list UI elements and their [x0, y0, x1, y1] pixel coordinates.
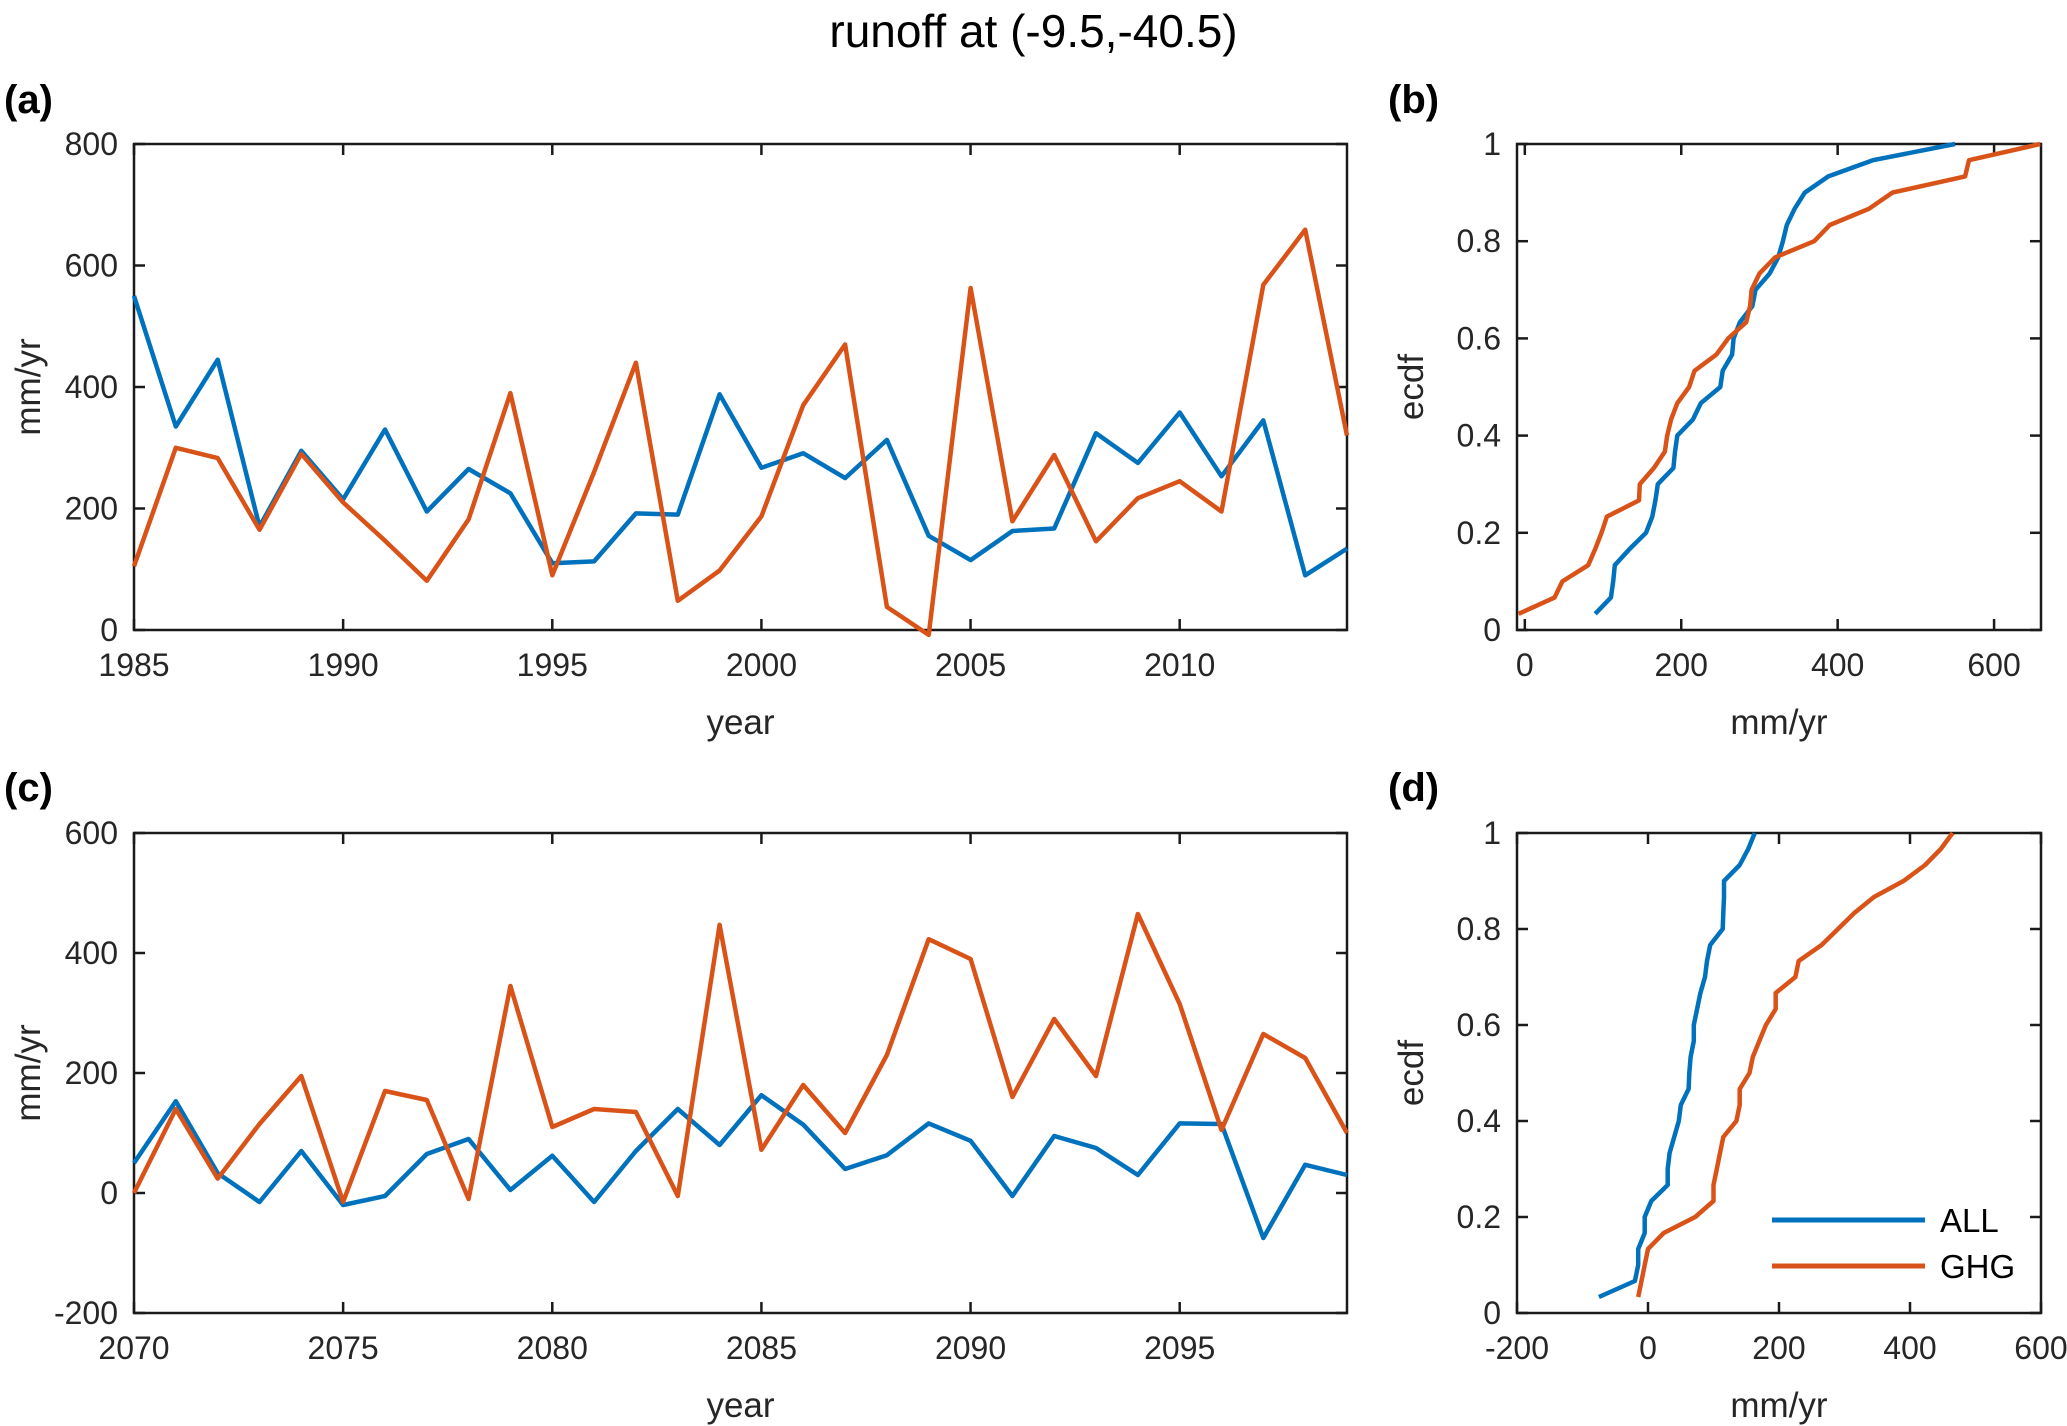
x-tick-label: 400 [1883, 1330, 1936, 1366]
x-tick-label: 2000 [726, 647, 797, 683]
axes-box [1515, 142, 2043, 632]
y-tick-label: 400 [65, 369, 118, 405]
y-tick-label: -200 [54, 1295, 118, 1331]
y-axis-label: ecdf [1392, 1040, 1431, 1106]
panel-b-group: 0 200 400 600 0 0.2 0.4 0.6 0.8 1 mm/yr ecdf [1392, 126, 2043, 742]
x-tick-label: 1995 [517, 647, 588, 683]
series-ALL-line [1597, 832, 1757, 1300]
x-tick-label: 0 [1639, 1330, 1657, 1366]
x-tick-label: 200 [1752, 1330, 1805, 1366]
y-tick-label: 600 [65, 815, 118, 851]
y-tick-label: 0.6 [1457, 1007, 1501, 1043]
y-tick-label: 0.8 [1457, 223, 1501, 259]
y-axis-label: mm/yr [9, 1024, 48, 1122]
x-axis-label: year [706, 703, 774, 742]
y-tick-label: 600 [65, 248, 118, 284]
x-axis-label: mm/yr [1730, 703, 1828, 742]
x-tick-label: 1990 [308, 647, 379, 683]
panel-c-group: 2070 2075 2080 2085 2090 2095 -200 0 200 400 600 ye… [9, 815, 1349, 1425]
y-axis-label: ecdf [1392, 354, 1431, 420]
legend-label-GHG: GHG [1940, 1248, 2015, 1285]
series-ALL-line [132, 1092, 1348, 1241]
panel-d-group: -200 0 200 400 60000.20.40.60.81mm/yrecdfALL… [1392, 815, 2067, 1425]
legend-label-ALL: ALL [1940, 1202, 1999, 1239]
x-axis-label: mm/yr [1730, 1386, 1828, 1425]
y-tick-label: 0 [1483, 612, 1501, 648]
panel-a-letter: (a) [4, 78, 53, 122]
x-tick-label: -200 [1485, 1330, 1549, 1366]
x-tick-label: 2095 [1144, 1330, 1215, 1366]
axes-box [132, 831, 1349, 1315]
series-GHG-line [1635, 831, 1955, 1298]
x-tick-label: 600 [2014, 1330, 2067, 1366]
series-ALL-line [131, 295, 1349, 578]
x-tick-label: 2075 [308, 1330, 379, 1366]
series-GHG-line [1517, 141, 2041, 616]
x-axis-label: year [706, 1386, 774, 1425]
y-tick-label: 0.4 [1457, 1103, 1501, 1139]
y-tick-label: 0.2 [1457, 1199, 1501, 1235]
series-ALL-line [1593, 141, 1956, 616]
y-axis-label: mm/yr [9, 338, 48, 436]
y-tick-label: 200 [65, 1055, 118, 1091]
x-tick-label: 600 [1967, 647, 2020, 683]
x-tick-label: 2010 [1144, 647, 1215, 683]
x-tick-label: 200 [1655, 647, 1708, 683]
x-tick-label: 2005 [935, 647, 1006, 683]
y-tick-label: 0.8 [1457, 911, 1501, 947]
figure-title: runoff at (-9.5,-40.5) [829, 5, 1238, 57]
y-tick-label: 0.2 [1457, 515, 1501, 551]
y-tick-label: 0.6 [1457, 320, 1501, 356]
x-tick-label: 0 [1516, 647, 1534, 683]
panel-b-letter: (b) [1388, 78, 1440, 122]
x-tick-label: 2070 [98, 1330, 169, 1366]
y-tick-label: 1 [1483, 815, 1501, 851]
x-tick-label: 2090 [935, 1330, 1006, 1366]
y-tick-label: 0 [100, 612, 118, 648]
y-tick-label: 0 [100, 1175, 118, 1211]
x-tick-label: 2085 [726, 1330, 797, 1366]
y-tick-label: 400 [65, 935, 118, 971]
y-tick-label: 200 [65, 491, 118, 527]
x-tick-label: 2080 [517, 1330, 588, 1366]
axes-box [1515, 831, 2043, 1315]
panel-a-group: 1985 1990 1995 2000 2005 2010 0 200 400 600 800 yea… [9, 126, 1350, 742]
panel-c-letter: (c) [4, 766, 53, 810]
x-tick-label: 1985 [98, 647, 169, 683]
y-tick-label: 1 [1483, 126, 1501, 162]
panel-d-letter: (d) [1388, 766, 1440, 810]
y-tick-label: 0.4 [1457, 418, 1501, 454]
y-tick-label: 800 [65, 126, 118, 162]
x-tick-label: 400 [1811, 647, 1864, 683]
series-GHG-line [131, 911, 1349, 1205]
y-tick-label: 0 [1483, 1295, 1501, 1331]
axes-box [132, 142, 1349, 632]
series-GHG-line [131, 227, 1350, 638]
